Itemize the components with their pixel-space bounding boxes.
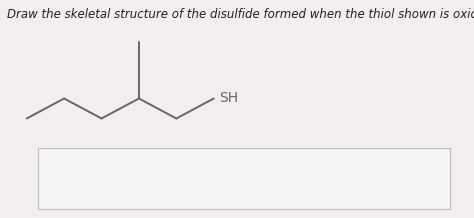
Text: Draw the skeletal structure of the disulfide formed when the thiol shown is oxid: Draw the skeletal structure of the disul…: [7, 8, 474, 21]
Text: SH: SH: [219, 92, 238, 106]
